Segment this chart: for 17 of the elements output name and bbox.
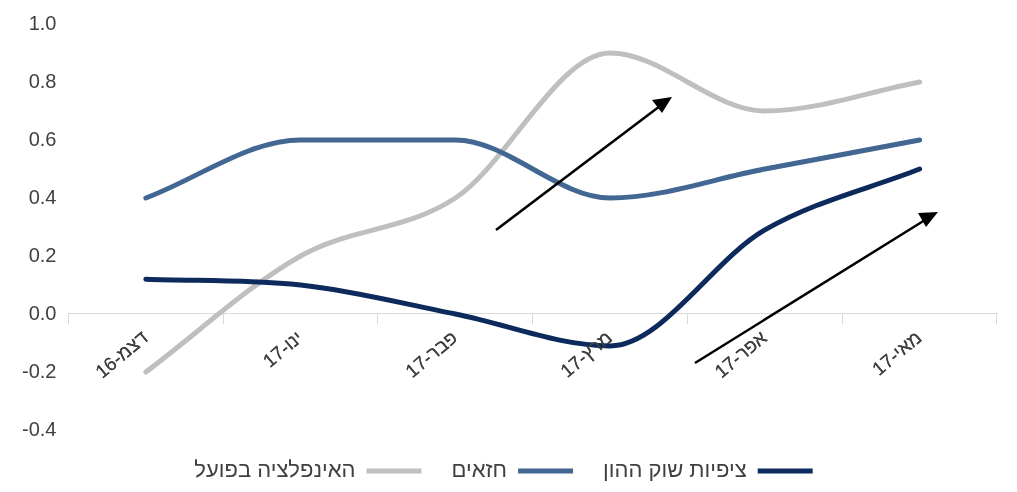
legend-label: ציפיות שוק ההון: [603, 457, 747, 483]
y-tick-label: 0.2: [28, 243, 57, 266]
x-tick-label: פבר-17: [401, 326, 462, 382]
y-tick-label: 0.8: [28, 69, 57, 92]
y-tick-label: 0.0: [28, 301, 57, 324]
y-tick-label: 0.6: [28, 127, 57, 150]
y-tick-label: -0.4: [21, 417, 57, 440]
x-tick-label: מאי-17: [868, 326, 926, 380]
x-tick-label: דצמ-16: [91, 326, 152, 383]
x-tick-label: ינו-17: [258, 326, 307, 372]
x-tick-label: אפר-17: [710, 326, 771, 383]
legend-label: חזאים: [451, 457, 508, 483]
y-tick-label: 0.4: [28, 185, 57, 208]
x-tick-label: מרץ-17: [556, 326, 617, 382]
y-tick-label: 1.0: [28, 11, 57, 34]
legend-label: האינפלציה בפועל: [194, 457, 356, 483]
y-tick-label: -0.2: [21, 359, 57, 382]
